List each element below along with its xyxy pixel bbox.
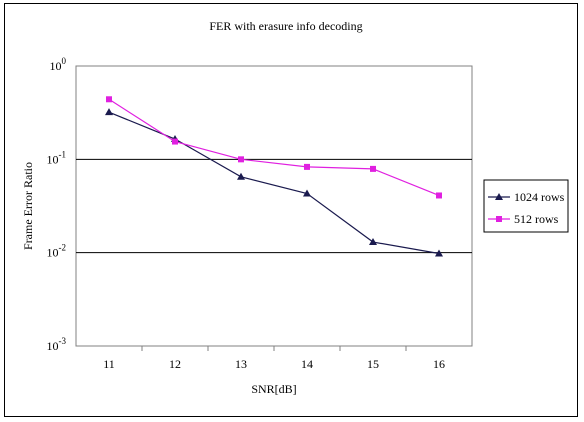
data-point (172, 138, 178, 145)
data-point (303, 189, 311, 197)
legend-label: 512 rows (514, 212, 559, 226)
series-line-1 (108, 111, 440, 255)
y-tick-labels: 100 10-1 10-2 10-3 (47, 56, 67, 353)
x-tick-labels: 11 12 13 14 15 16 (103, 346, 445, 371)
legend-box (483, 179, 569, 233)
series-line-2 (108, 98, 440, 197)
data-point (237, 172, 245, 180)
y-tick-label: 100 (50, 56, 67, 73)
chart-frame (4, 3, 578, 417)
plot-area (75, 65, 473, 347)
x-tick-label: 12 (169, 357, 181, 371)
data-point (304, 163, 310, 170)
x-tick-label: 14 (301, 357, 313, 371)
x-tick-label: 11 (103, 357, 115, 371)
data-point (105, 108, 113, 116)
data-point (369, 238, 377, 246)
y-tick-label: 10-2 (47, 243, 67, 260)
y-axis-label: Frame Error Ratio (21, 162, 35, 250)
gridlines (76, 158, 472, 254)
legend-marker (496, 216, 502, 222)
data-point (370, 165, 376, 172)
chart-title: FER with erasure info decoding (209, 19, 362, 33)
x-axis-label: SNR[dB] (251, 382, 296, 396)
data-point (436, 192, 442, 199)
data-point (435, 249, 443, 257)
data-point (106, 96, 112, 103)
data-point (238, 156, 244, 163)
x-tick-label: 16 (433, 357, 445, 371)
series-group (105, 96, 443, 257)
y-tick-label: 10-3 (47, 336, 67, 353)
x-tick-label: 13 (235, 357, 247, 371)
legend-label: 1024 rows (514, 190, 565, 204)
y-tick-label: 10-1 (47, 149, 67, 166)
x-tick-label: 15 (367, 357, 379, 371)
legend-marker (495, 193, 503, 200)
legend: 1024 rows 512 rows (483, 179, 569, 233)
